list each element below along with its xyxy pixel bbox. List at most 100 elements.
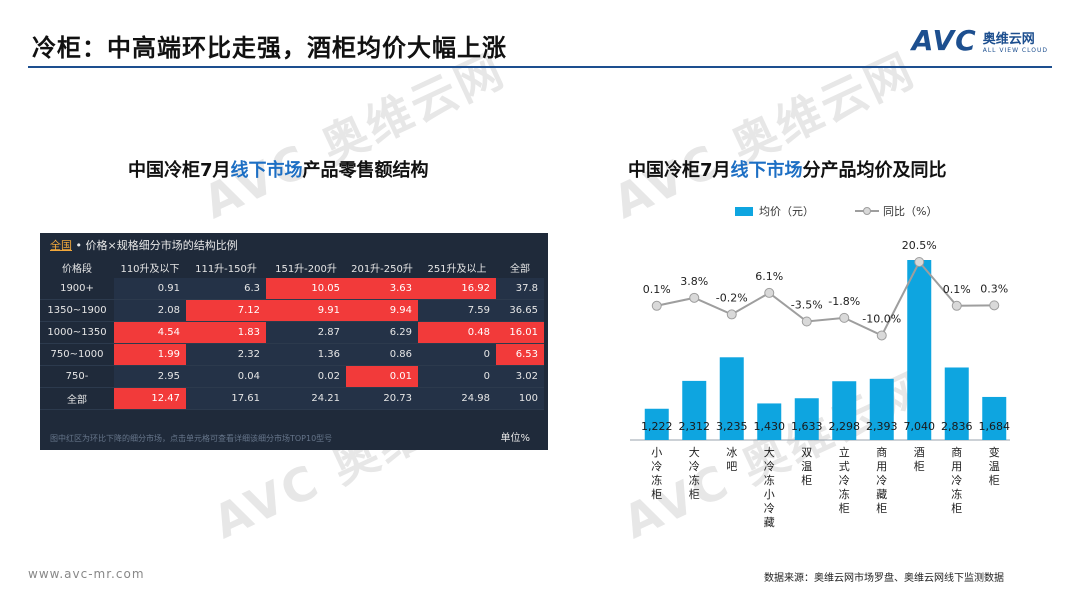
legend-line: 同比（%） <box>855 203 937 219</box>
yoy-point <box>951 300 962 311</box>
category-tick-label: 立 <box>839 445 850 459</box>
category-tick-label: 柜 <box>839 502 850 515</box>
table-cell[interactable]: 3.63 <box>346 278 418 300</box>
row-header: 1350~1900 <box>40 299 114 322</box>
table-cell[interactable]: 36.65 <box>496 299 544 322</box>
table-cell[interactable]: 16.01 <box>496 321 544 344</box>
table-cell[interactable]: 6.3 <box>186 278 266 300</box>
yoy-value-label: 0.1% <box>943 283 971 296</box>
table-cell[interactable]: 0.48 <box>418 321 496 344</box>
column-header: 价格段 <box>40 257 114 278</box>
table-note: 图中红区为环比下降的细分市场，点击单元格可查看详细该细分市场TOP10型号 <box>50 434 333 443</box>
table-cell[interactable]: 37.8 <box>496 278 544 300</box>
footer-source: 数据来源：奥维云网市场罗盘、奥维云网线下监测数据 <box>764 573 1004 584</box>
category-tick-label: 冻 <box>764 473 775 487</box>
table-cell[interactable]: 3.02 <box>496 365 544 388</box>
table-cell[interactable]: 9.94 <box>346 299 418 322</box>
yoy-point <box>876 330 887 341</box>
table-cell[interactable]: 16.92 <box>418 278 496 300</box>
table-cell[interactable]: 6.29 <box>346 321 418 344</box>
bar <box>944 367 969 440</box>
category-tick-label: 冷 <box>951 474 962 487</box>
table-cell[interactable]: 100 <box>496 387 544 410</box>
table-cell[interactable]: 0 <box>418 343 496 366</box>
yoy-point <box>764 287 775 298</box>
bar <box>644 408 669 440</box>
row-header: 1000~1350 <box>40 321 114 344</box>
table-cell[interactable]: 6.53 <box>496 343 544 366</box>
table-cell[interactable]: 0.91 <box>114 278 186 300</box>
table-cell[interactable]: 20.73 <box>346 387 418 410</box>
yoy-point <box>726 309 737 320</box>
column-header: 201升-250升 <box>346 257 418 278</box>
table-cell[interactable]: 2.08 <box>114 299 186 322</box>
category-tick-label: 冰 <box>726 446 737 459</box>
table-cell[interactable]: 9.91 <box>266 299 346 322</box>
column-header: 111升-150升 <box>186 257 266 278</box>
yoy-value-label: -10.0% <box>862 312 901 325</box>
category-tick-label: 冷 <box>651 460 662 473</box>
bar-value-label: 2,393 <box>866 420 898 433</box>
yoy-point <box>651 300 662 311</box>
category-tick-label: 冻 <box>951 487 962 501</box>
table-cell[interactable]: 12.47 <box>114 387 186 410</box>
category-tick-label: 柜 <box>689 488 700 501</box>
table-cell[interactable]: 24.21 <box>266 387 346 410</box>
bar-value-label: 2,298 <box>829 420 861 433</box>
legend-bar: 均价（元） <box>735 203 814 219</box>
category-tick-label: 冻 <box>689 473 700 487</box>
category-tick-label: 冷 <box>764 460 775 473</box>
table-cell[interactable]: 0.04 <box>186 365 266 388</box>
legend-line-swatch <box>855 207 879 215</box>
footer-url[interactable]: www.avc-mr.com <box>28 567 145 581</box>
category-tick-label: 商 <box>951 445 962 459</box>
bar-value-label: 1,684 <box>979 420 1011 433</box>
table-cell[interactable]: 2.87 <box>266 321 346 344</box>
price-size-matrix: 价格段 110升及以下 111升-150升 151升-200升 201升-250升 251… <box>40 257 544 410</box>
category-tick-label: 柜 <box>914 460 925 473</box>
category-tick-label: 温 <box>801 460 812 473</box>
table-cell[interactable]: 7.59 <box>418 299 496 322</box>
category-tick-label: 变 <box>989 445 1000 459</box>
table-row: 1900+ 0.91 6.3 10.05 3.63 16.92 37.8 <box>40 278 544 300</box>
table-cell[interactable]: 1.36 <box>266 343 346 366</box>
table-cell[interactable]: 10.05 <box>266 278 346 300</box>
table-row: 全部 12.47 17.61 24.21 20.73 24.98 100 <box>40 387 544 410</box>
category-tick-label: 柜 <box>876 502 887 515</box>
legend-bar-label: 均价（元） <box>759 205 814 218</box>
table-cell[interactable]: 24.98 <box>418 387 496 410</box>
row-header: 750- <box>40 365 114 388</box>
yoy-value-label: -3.5% <box>791 299 823 312</box>
table-cell[interactable]: 1.83 <box>186 321 266 344</box>
yoy-value-label: -1.8% <box>828 295 860 308</box>
yoy-value-label: 20.5% <box>902 239 937 252</box>
yoy-value-label: 0.1% <box>643 283 671 296</box>
yoy-point <box>989 300 1000 311</box>
table-cell[interactable]: 17.61 <box>186 387 266 410</box>
category-tick-label: 藏 <box>764 516 775 529</box>
region-link[interactable]: 全国 <box>50 239 72 252</box>
table-cell[interactable]: 7.12 <box>186 299 266 322</box>
category-tick-label: 柜 <box>801 474 812 487</box>
table-cell[interactable]: 0.86 <box>346 343 418 366</box>
category-tick-label: 柜 <box>651 488 662 501</box>
table-cell[interactable]: 0.02 <box>266 365 346 388</box>
bar <box>757 403 782 440</box>
category-tick-label: 冷 <box>839 474 850 487</box>
bar <box>832 381 857 440</box>
right-section-title: 中国冷柜7月线下市场分产品均价及同比 <box>628 160 947 181</box>
category-tick-label: 式 <box>839 460 850 473</box>
row-header: 750~1000 <box>40 343 114 366</box>
table-cell[interactable]: 1.99 <box>114 343 186 366</box>
category-tick-label: 柜 <box>951 502 962 515</box>
bar-value-label: 1,222 <box>641 420 673 433</box>
table-cell[interactable]: 4.54 <box>114 321 186 344</box>
category-tick-label: 冷 <box>876 474 887 487</box>
table-cell[interactable]: 2.95 <box>114 365 186 388</box>
category-tick-label: 温 <box>989 460 1000 473</box>
category-tick-label: 吧 <box>726 460 737 473</box>
table-cell[interactable]: 2.32 <box>186 343 266 366</box>
logo-en: ALL VIEW CLOUD <box>982 46 1048 54</box>
table-cell[interactable]: 0 <box>418 365 496 388</box>
table-cell[interactable]: 0.01 <box>346 365 418 388</box>
